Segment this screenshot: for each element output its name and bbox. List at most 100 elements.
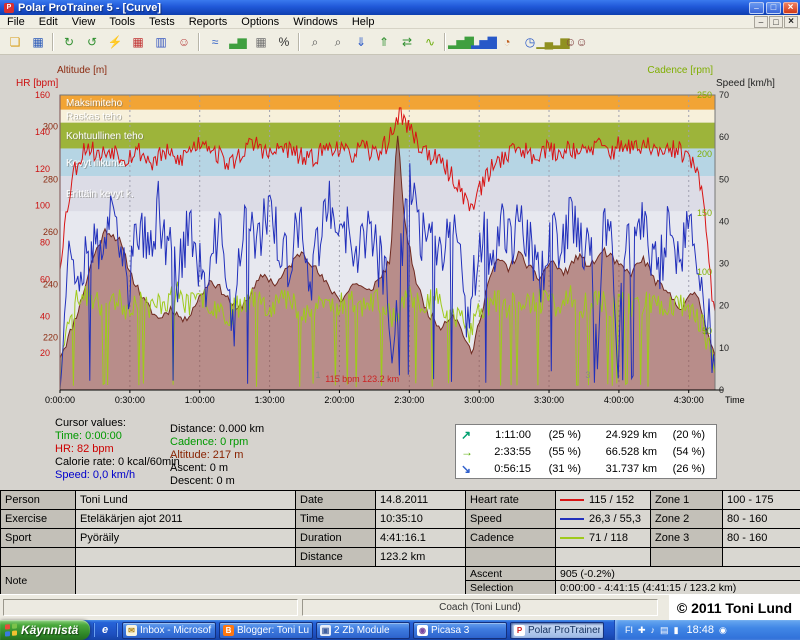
table-label-cell: Exercise [0,509,76,529]
lap-time-pct: (31 %) [548,462,581,475]
percent-button[interactable]: % [272,31,295,53]
curve-button[interactable]: ≈ [203,31,226,53]
menu-item-tests[interactable]: Tests [149,15,175,28]
refresh-button[interactable]: ↻ [57,31,80,53]
minimize-button[interactable] [749,1,764,14]
lap-summary-box: ↗ 1:11:00 (25 %) 24.929 km (20 %) → 2:33:55 (55… [455,424,717,479]
table-value-cell: 14.8.2011 [375,490,466,510]
lap-arrow-icon: ↘ [461,461,472,476]
start-button[interactable]: Käynnistä [0,620,90,640]
quick-launch: e [90,620,120,640]
volume-icon[interactable]: ♪ [650,624,656,635]
diary-button[interactable]: ▥ [149,31,172,53]
task-button-2-zb-module[interactable]: ▣ 2 Zb Module [316,621,410,639]
mdi-minimize-button[interactable] [754,15,768,28]
status-panel-left [3,599,298,616]
summary-table: Person Toni Lund Date 14.8.2011 Heart rate 11… [0,490,800,595]
network-icon[interactable]: ▤ [660,624,669,635]
cursor-value-line: HR: 82 bpm [55,443,114,455]
cursor-value-line: Cadence: 0 rpm [170,436,249,448]
sync-icon: ↺ [86,34,97,49]
language-indicator-icon[interactable]: FI [625,624,633,635]
menu-item-windows[interactable]: Windows [293,15,338,28]
chart-green-button[interactable]: ▂▅▇ [448,31,474,53]
zoom-in-button[interactable]: ⌕ [326,31,349,53]
battery-icon[interactable]: ▮ [673,624,679,635]
diary-icon: ▥ [155,34,166,49]
messenger-icon[interactable]: ◉ [719,624,727,635]
lap-arrow-icon: → [461,444,473,459]
table-label-cell [650,547,723,567]
window-title: Polar ProTrainer 5 - [Curve] [18,1,162,14]
app-icon [4,2,14,13]
chart-blue-button[interactable]: ▂▅▇ [471,31,497,53]
curve-icon: ≈ [211,34,219,49]
cursor-value-line: Time: 0:00:00 [55,430,122,442]
mdi-restore-button[interactable] [769,15,783,28]
selection-row[interactable]: ↗ 1:11:00 (25 %) 24.929 km (20 %) [461,427,711,443]
menu-items: File Edit View Tools Tests Reports Options Wind… [0,15,381,28]
time-bars-button[interactable]: ▁▄▂▆ [536,31,569,53]
transfer-button[interactable]: ⚡ [103,31,126,53]
menu-item-reports[interactable]: Reports [188,15,228,28]
pie-chart-button[interactable]: ◔ [495,31,518,53]
speed-axis-label: Speed [km/h] [716,78,775,89]
cursor-values-left-column: Cursor values: Time: 0:00:00 HR: 82 bpm Cal… [55,417,180,482]
mdi-window-controls [754,15,800,28]
menu-item-file[interactable]: File [7,15,25,28]
upload-button[interactable]: ⇑ [372,31,395,53]
save-button[interactable]: ▦ [26,31,49,53]
menu-item-tools[interactable]: Tools [109,15,136,28]
restore-button[interactable] [766,1,781,14]
antivirus-icon[interactable]: ✚ [638,624,646,635]
close-button[interactable] [783,1,798,14]
person-button[interactable]: ☺ [172,31,195,53]
task-button-picasa-3[interactable]: ◉ Picasa 3 [413,621,507,639]
menu-item-edit[interactable]: Edit [38,15,58,28]
clock-chart-button[interactable]: ◷ [518,31,541,53]
sync-button[interactable]: ↺ [80,31,103,53]
task-button-inbox-microsof[interactable]: ✉ Inbox - Microsof... [122,621,216,639]
table-label-cell: Cadence [465,528,556,548]
smooth-curve-button[interactable]: ∿ [418,31,441,53]
calendar-button[interactable]: ▦ [126,31,149,53]
download-button[interactable]: ⇓ [349,31,372,53]
internet-explorer-icon[interactable]: e [101,624,109,636]
person-icon: ☺ [177,34,190,49]
table-value-cell: Toni Lund [75,490,296,510]
selection-row[interactable]: ↘ 0:56:15 (31 %) 31.737 km (26 %) [461,461,711,477]
menu-item-help[interactable]: Help [351,15,375,28]
exchange-button[interactable]: ⇄ [395,31,418,53]
task-label: Polar ProTrainer ... [528,624,600,636]
tray-icons-right: ◉ [719,624,727,635]
toolbar: ❏ ▦ ↻ ↺ ⚡ ▦ ▥ ☺ ≈ ▃▆ ▦% ⌕ ⌕ ⇓ ⇑ ⇄ ∿ ▂▅▇ ▂▅▇ ◔ ◷ ▁▄▂▆ ☺☺ [0,29,800,55]
lap-time-pct: (25 %) [548,428,581,441]
table-button[interactable]: ▦ [249,31,272,53]
lap-time-pct: (55 %) [548,445,581,458]
cursor-values-right-column: Distance: 0.000 km Cadence: 0 rpm Altitude… [170,423,264,488]
table-value-cell: 26,3 / 55,3 [555,509,651,529]
menu-item-view[interactable]: View [71,15,96,28]
cursor-value-line: Calorie rate: 0 kcal/60min [55,456,180,468]
lap-distance-pct: (20 %) [672,428,705,441]
selection-row[interactable]: → 2:33:55 (55 %) 66.528 km (54 %) [461,444,711,460]
table-label-cell: Zone 3 [650,528,723,548]
table-label-cell: Speed [465,509,556,529]
bar-chart-button[interactable]: ▃▆ [226,31,249,53]
quick-launch-separator [93,623,94,637]
mdi-close-button[interactable] [784,15,798,28]
people-button[interactable]: ☺☺ [564,31,587,53]
zoom-button[interactable]: ⌕ [303,31,326,53]
table-label-cell [465,547,556,567]
clock-chart-icon: ◷ [524,34,536,49]
open-button[interactable]: ❏ [3,31,26,53]
mail-icon: ✉ [126,624,137,636]
lap-time: 1:11:00 [495,428,531,441]
table-label-cell: Sport [0,528,76,548]
clock[interactable]: 18:48 [686,624,715,636]
people-icon: ☺☺ [564,34,587,49]
menu-item-options[interactable]: Options [241,15,280,28]
